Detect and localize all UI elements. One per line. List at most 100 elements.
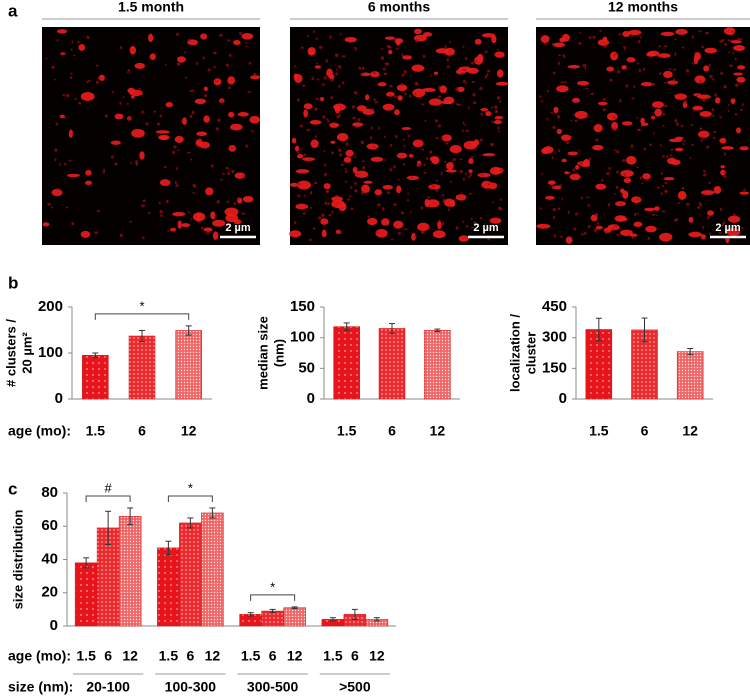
punctum xyxy=(688,216,694,223)
punctum xyxy=(163,166,167,169)
significance-bracket xyxy=(250,594,296,601)
punctum xyxy=(389,95,393,97)
punctum xyxy=(306,129,311,132)
category-axis-label: size (nm): xyxy=(8,679,73,695)
punctum xyxy=(87,36,90,40)
punctum xyxy=(622,190,629,199)
punctum xyxy=(445,142,449,145)
punctum xyxy=(721,223,724,227)
punctum xyxy=(695,93,699,96)
punctum xyxy=(417,222,430,232)
punctum xyxy=(344,167,347,170)
punctum xyxy=(149,53,156,60)
punctum xyxy=(690,124,694,126)
punctum xyxy=(740,108,743,112)
punctum xyxy=(545,195,555,200)
punctum xyxy=(174,180,177,185)
punctum xyxy=(315,62,318,65)
punctum xyxy=(388,45,392,49)
punctum xyxy=(344,180,347,183)
punctum xyxy=(649,143,653,146)
punctum xyxy=(743,188,747,191)
punctum xyxy=(401,53,404,57)
punctum xyxy=(562,56,566,58)
punctum xyxy=(289,230,302,238)
punctum xyxy=(670,154,673,157)
punctum xyxy=(411,64,425,72)
punctum xyxy=(226,200,229,204)
punctum xyxy=(573,227,577,231)
punctum xyxy=(433,71,439,75)
punctum xyxy=(670,148,674,152)
y-axis-label: median size xyxy=(255,316,270,390)
punctum xyxy=(299,148,303,151)
punctum xyxy=(354,125,359,129)
punctum xyxy=(389,167,393,172)
punctum xyxy=(56,187,59,191)
category-label: 20-100 xyxy=(86,679,130,695)
punctum xyxy=(691,143,694,147)
punctum xyxy=(381,207,385,211)
image-title: 6 months xyxy=(368,0,430,15)
punctum xyxy=(315,37,319,40)
bar xyxy=(378,328,406,400)
punctum xyxy=(374,189,383,196)
punctum xyxy=(142,199,146,203)
punctum xyxy=(422,54,426,58)
punctum xyxy=(62,52,66,56)
bar xyxy=(261,610,284,627)
punctum xyxy=(612,228,616,231)
punctum xyxy=(242,174,244,178)
punctum xyxy=(414,234,417,238)
punctum xyxy=(595,138,599,142)
punctum xyxy=(353,91,358,94)
punctum xyxy=(493,119,502,125)
punctum xyxy=(718,231,722,234)
punctum xyxy=(127,69,131,72)
punctum xyxy=(712,114,715,118)
punctum xyxy=(680,124,684,128)
punctum xyxy=(552,215,555,220)
punctum xyxy=(616,70,621,74)
punctum xyxy=(724,152,727,156)
punctum xyxy=(467,176,472,178)
punctum xyxy=(627,29,642,36)
punctum xyxy=(638,68,642,73)
punctum xyxy=(654,206,660,211)
punctum xyxy=(560,235,564,239)
punctum xyxy=(709,74,713,79)
punctum xyxy=(719,72,724,75)
punctum xyxy=(68,129,73,138)
punctum xyxy=(361,73,364,76)
punctum xyxy=(372,70,376,75)
x-tick-label: 12 xyxy=(122,648,138,664)
punctum xyxy=(670,159,681,166)
punctum xyxy=(626,155,637,165)
punctum xyxy=(658,72,662,75)
punctum xyxy=(620,203,622,207)
punctum xyxy=(424,198,430,208)
punctum xyxy=(422,87,436,92)
punctum xyxy=(382,103,395,111)
punctum xyxy=(58,163,62,166)
punctum xyxy=(686,202,690,206)
punctum xyxy=(339,33,342,36)
punctum xyxy=(225,213,239,223)
punctum xyxy=(714,97,721,104)
punctum xyxy=(85,169,92,176)
punctum xyxy=(155,130,170,134)
punctum xyxy=(592,144,604,151)
punctum xyxy=(629,233,638,237)
punctum xyxy=(242,195,254,203)
punctum xyxy=(499,100,502,103)
punctum xyxy=(734,113,738,116)
punctum xyxy=(474,59,478,63)
punctum xyxy=(415,39,419,43)
punctum xyxy=(571,97,581,103)
punctum xyxy=(664,104,668,108)
punctum xyxy=(482,153,496,157)
image-title: 12 months xyxy=(608,0,678,15)
punctum xyxy=(557,149,561,153)
punctum xyxy=(71,40,74,44)
punctum xyxy=(329,122,340,128)
